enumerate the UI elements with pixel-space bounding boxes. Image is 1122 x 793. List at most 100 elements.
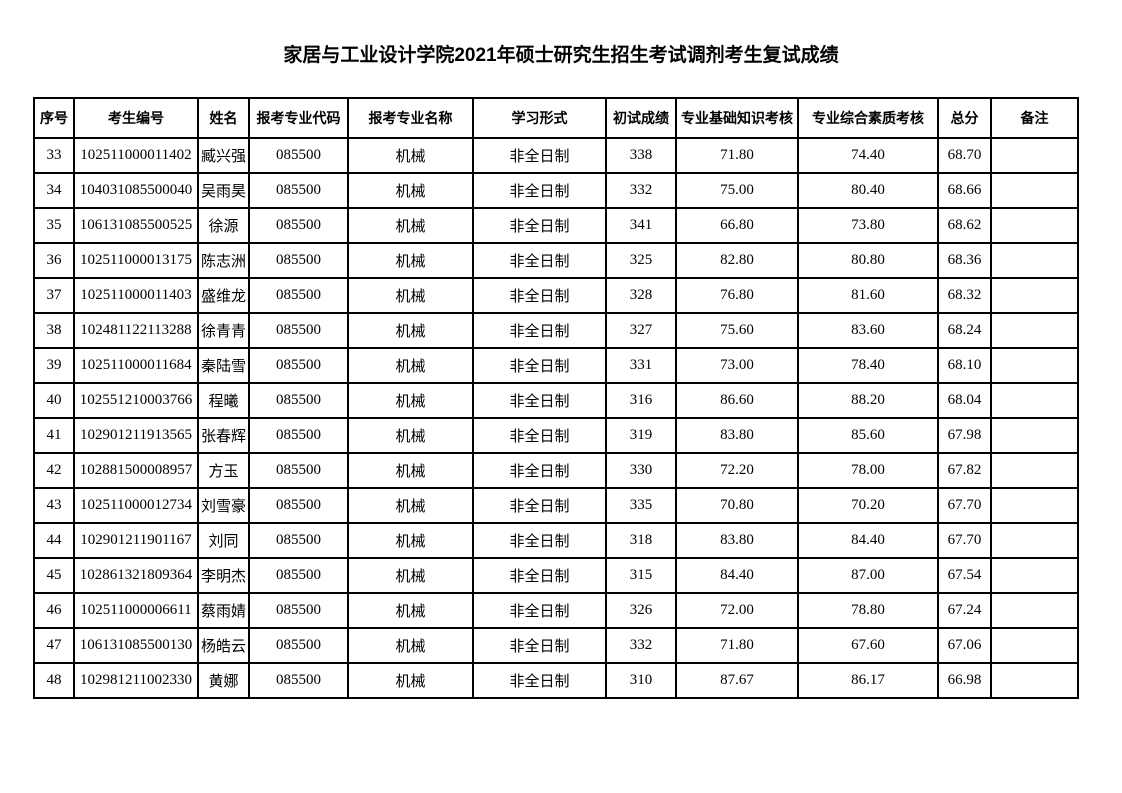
- cell-total-score: 68.04: [937, 382, 992, 419]
- cell-remarks: [990, 627, 1079, 664]
- cell-candidate-id: 102511000006611: [73, 592, 199, 629]
- cell-name: 臧兴强: [197, 137, 250, 174]
- cell-comprehensive-quality-score: 74.40: [797, 137, 939, 174]
- cell-remarks: [990, 382, 1079, 419]
- cell-initial-score: 335: [605, 487, 677, 524]
- cell-seq: 37: [33, 277, 75, 314]
- cell-comprehensive-quality-score: 87.00: [797, 557, 939, 594]
- cell-total-score: 67.06: [937, 627, 992, 664]
- cell-candidate-id: 102981211002330: [73, 662, 199, 699]
- cell-study-mode: 非全日制: [472, 662, 607, 699]
- cell-candidate-id: 102901211901167: [73, 522, 199, 559]
- cell-study-mode: 非全日制: [472, 277, 607, 314]
- cell-seq: 33: [33, 137, 75, 174]
- cell-initial-score: 331: [605, 347, 677, 384]
- cell-remarks: [990, 347, 1079, 384]
- cell-seq: 41: [33, 417, 75, 454]
- cell-major-name: 机械: [347, 137, 474, 174]
- cell-major-code: 085500: [248, 627, 349, 664]
- table-row: 44 102901211901167 刘同 085500 机械 非全日制 318 83.80 8…: [33, 522, 1079, 559]
- cell-study-mode: 非全日制: [472, 172, 607, 209]
- cell-comprehensive-quality-score: 86.17: [797, 662, 939, 699]
- cell-major-name: 机械: [347, 312, 474, 349]
- cell-comprehensive-quality-score: 88.20: [797, 382, 939, 419]
- cell-name: 刘同: [197, 522, 250, 559]
- cell-comprehensive-quality-score: 81.60: [797, 277, 939, 314]
- cell-total-score: 68.32: [937, 277, 992, 314]
- cell-study-mode: 非全日制: [472, 137, 607, 174]
- cell-major-name: 机械: [347, 172, 474, 209]
- scores-table: 序号 考生编号 姓名 报考专业代码 报考专业名称 学习形式 初试成绩 专业基础知识考核 专业综合…: [33, 97, 1079, 699]
- cell-major-name: 机械: [347, 522, 474, 559]
- column-header-total-score: 总分: [937, 97, 992, 139]
- cell-seq: 46: [33, 592, 75, 629]
- cell-basic-knowledge-score: 82.80: [675, 242, 799, 279]
- cell-candidate-id: 102511000011684: [73, 347, 199, 384]
- cell-initial-score: 332: [605, 627, 677, 664]
- cell-seq: 44: [33, 522, 75, 559]
- cell-name: 张春辉: [197, 417, 250, 454]
- cell-major-name: 机械: [347, 487, 474, 524]
- cell-comprehensive-quality-score: 84.40: [797, 522, 939, 559]
- cell-major-code: 085500: [248, 487, 349, 524]
- cell-basic-knowledge-score: 75.00: [675, 172, 799, 209]
- cell-major-code: 085500: [248, 662, 349, 699]
- cell-initial-score: 330: [605, 452, 677, 489]
- cell-candidate-id: 102901211913565: [73, 417, 199, 454]
- cell-seq: 40: [33, 382, 75, 419]
- cell-remarks: [990, 452, 1079, 489]
- cell-initial-score: 328: [605, 277, 677, 314]
- cell-name: 杨皓云: [197, 627, 250, 664]
- cell-comprehensive-quality-score: 80.80: [797, 242, 939, 279]
- cell-initial-score: 332: [605, 172, 677, 209]
- cell-basic-knowledge-score: 71.80: [675, 627, 799, 664]
- cell-remarks: [990, 207, 1079, 244]
- cell-basic-knowledge-score: 87.67: [675, 662, 799, 699]
- cell-comprehensive-quality-score: 78.00: [797, 452, 939, 489]
- table-row: 46 102511000006611 蔡雨婧 085500 机械 非全日制 326 72.00…: [33, 592, 1079, 629]
- cell-remarks: [990, 172, 1079, 209]
- cell-initial-score: 326: [605, 592, 677, 629]
- cell-total-score: 68.36: [937, 242, 992, 279]
- cell-study-mode: 非全日制: [472, 557, 607, 594]
- cell-total-score: 68.70: [937, 137, 992, 174]
- cell-seq: 47: [33, 627, 75, 664]
- cell-major-name: 机械: [347, 207, 474, 244]
- cell-major-code: 085500: [248, 592, 349, 629]
- cell-basic-knowledge-score: 83.80: [675, 417, 799, 454]
- cell-seq: 34: [33, 172, 75, 209]
- cell-remarks: [990, 592, 1079, 629]
- cell-initial-score: 319: [605, 417, 677, 454]
- cell-basic-knowledge-score: 73.00: [675, 347, 799, 384]
- cell-basic-knowledge-score: 71.80: [675, 137, 799, 174]
- cell-major-code: 085500: [248, 557, 349, 594]
- cell-candidate-id: 102511000013175: [73, 242, 199, 279]
- cell-name: 程曦: [197, 382, 250, 419]
- table-header-row: 序号 考生编号 姓名 报考专业代码 报考专业名称 学习形式 初试成绩 专业基础知识考核 专业综合…: [33, 97, 1079, 139]
- table-row: 35 106131085500525 徐源 085500 机械 非全日制 341 66.80 7…: [33, 207, 1079, 244]
- cell-comprehensive-quality-score: 73.80: [797, 207, 939, 244]
- cell-basic-knowledge-score: 70.80: [675, 487, 799, 524]
- cell-comprehensive-quality-score: 78.40: [797, 347, 939, 384]
- cell-total-score: 67.98: [937, 417, 992, 454]
- table-row: 36 102511000013175 陈志洲 085500 机械 非全日制 325 82.80…: [33, 242, 1079, 279]
- cell-study-mode: 非全日制: [472, 242, 607, 279]
- cell-basic-knowledge-score: 72.20: [675, 452, 799, 489]
- cell-seq: 48: [33, 662, 75, 699]
- column-header-remarks: 备注: [990, 97, 1079, 139]
- cell-basic-knowledge-score: 83.80: [675, 522, 799, 559]
- cell-remarks: [990, 557, 1079, 594]
- cell-comprehensive-quality-score: 67.60: [797, 627, 939, 664]
- cell-major-name: 机械: [347, 592, 474, 629]
- cell-major-code: 085500: [248, 347, 349, 384]
- cell-initial-score: 327: [605, 312, 677, 349]
- cell-seq: 35: [33, 207, 75, 244]
- cell-major-name: 机械: [347, 277, 474, 314]
- cell-name: 黄娜: [197, 662, 250, 699]
- cell-name: 秦陆雪: [197, 347, 250, 384]
- cell-initial-score: 318: [605, 522, 677, 559]
- cell-basic-knowledge-score: 66.80: [675, 207, 799, 244]
- cell-remarks: [990, 662, 1079, 699]
- cell-major-name: 机械: [347, 662, 474, 699]
- cell-seq: 39: [33, 347, 75, 384]
